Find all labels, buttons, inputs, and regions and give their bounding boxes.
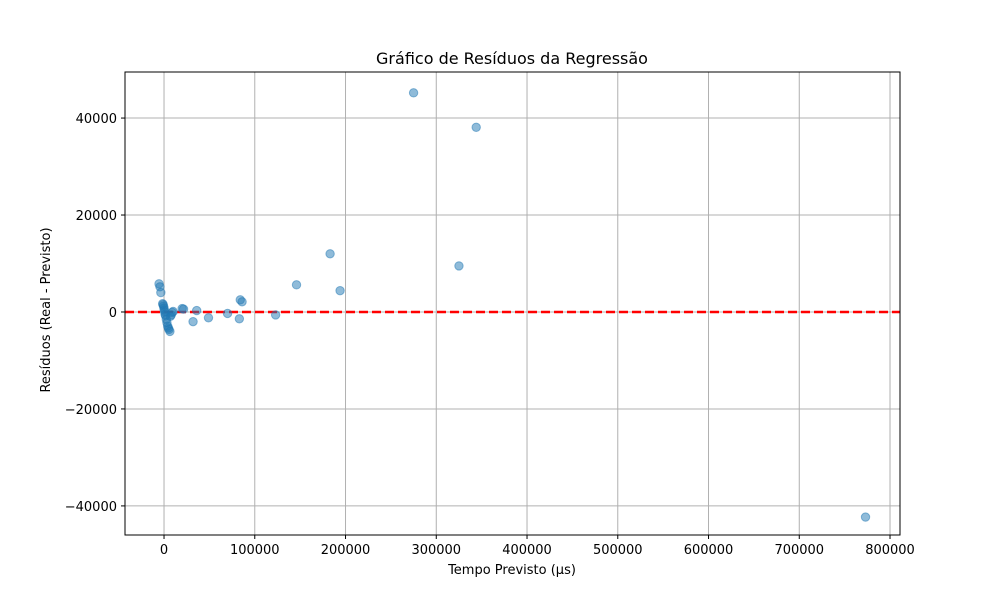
y-axis-label: Resíduos (Real - Previsto) xyxy=(39,227,54,392)
data-point xyxy=(408,88,419,98)
x-tick-label: 100000 xyxy=(230,543,280,558)
plot-area-frame xyxy=(124,71,901,536)
data-point xyxy=(471,122,481,132)
data-point xyxy=(178,304,189,314)
x-tick-label: 500000 xyxy=(593,543,643,558)
y-axis-ticks: −40000 −20000 0 20000 40000 xyxy=(65,112,125,515)
chart-title: Gráfico de Resíduos da Regressão xyxy=(376,49,648,68)
x-tick-label: 600000 xyxy=(684,543,734,558)
data-point xyxy=(325,249,335,259)
data-point xyxy=(454,261,464,271)
data-point xyxy=(291,280,302,290)
x-tick-label: 300000 xyxy=(411,543,461,558)
data-points xyxy=(154,88,871,522)
x-tick-label: 200000 xyxy=(321,543,371,558)
data-point xyxy=(156,287,166,298)
x-tick-label: 400000 xyxy=(502,543,552,558)
x-tick-label: 0 xyxy=(160,543,168,558)
data-point xyxy=(191,305,202,316)
x-axis-ticks: 0 100000 200000 300000 400000 500000 600000 700… xyxy=(160,535,915,558)
data-point xyxy=(203,313,214,323)
data-point xyxy=(335,285,345,296)
data-point xyxy=(234,314,245,324)
data-point xyxy=(270,310,281,320)
y-tick-label: −20000 xyxy=(65,403,117,418)
data-point xyxy=(168,306,178,317)
data-point xyxy=(860,512,871,522)
x-axis-label: Tempo Previsto (µs) xyxy=(447,563,576,578)
data-point xyxy=(237,297,247,307)
x-tick-label: 800000 xyxy=(865,543,915,558)
y-tick-label: 40000 xyxy=(76,112,117,127)
y-tick-label: 20000 xyxy=(76,209,117,224)
data-point xyxy=(222,308,233,319)
data-point xyxy=(165,326,175,337)
data-point xyxy=(188,316,198,327)
y-tick-label: −40000 xyxy=(65,500,117,515)
y-tick-label: 0 xyxy=(109,306,117,321)
x-tick-label: 700000 xyxy=(774,543,824,558)
grid xyxy=(125,72,900,535)
